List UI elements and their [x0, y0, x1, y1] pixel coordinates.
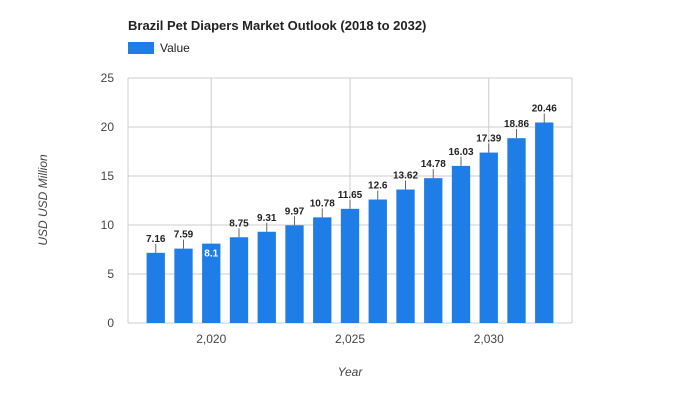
bar	[174, 248, 193, 323]
y-tick-label: 5	[107, 267, 114, 281]
data-label: 10.78	[310, 198, 335, 209]
x-tick-label: 2,020	[196, 332, 226, 346]
bar	[507, 138, 526, 323]
data-label: 9.97	[285, 206, 305, 217]
bar	[257, 231, 276, 323]
data-label: 11.65	[338, 190, 363, 201]
data-label: 17.39	[476, 134, 501, 145]
data-label: 8.75	[229, 218, 249, 229]
y-tick-label: 0	[107, 316, 114, 330]
bar	[479, 152, 498, 323]
bar	[313, 217, 332, 323]
bar	[285, 225, 304, 323]
x-tick-label: 2,030	[474, 332, 504, 346]
data-label: 14.78	[421, 159, 446, 170]
y-tick-label: 15	[101, 169, 115, 183]
data-label: 13.62	[393, 171, 418, 182]
legend-label: Value	[160, 41, 190, 55]
data-label: 18.86	[504, 119, 529, 130]
bar	[368, 199, 387, 323]
data-label: 8.1	[204, 249, 218, 260]
data-label: 7.59	[174, 230, 194, 241]
data-label: 20.46	[532, 103, 557, 114]
bar	[451, 165, 471, 323]
y-tick-label: 20	[101, 120, 115, 134]
bar	[146, 252, 165, 323]
bar	[229, 237, 249, 323]
x-tick-label: 2,025	[335, 332, 365, 346]
bar	[396, 189, 415, 323]
legend-swatch	[128, 42, 154, 54]
data-label: 9.31	[257, 213, 277, 224]
y-tick-label: 25	[101, 71, 115, 85]
bar	[424, 178, 443, 323]
bar	[340, 208, 360, 323]
data-label: 16.03	[448, 147, 473, 158]
data-label: 7.16	[146, 234, 166, 245]
chart-title: Brazil Pet Diapers Market Outlook (2018 …	[128, 18, 427, 33]
x-axis-label: Year	[337, 365, 363, 379]
bar	[535, 122, 554, 323]
legend: Value	[128, 41, 190, 55]
data-label: 12.6	[368, 181, 388, 192]
bar	[202, 243, 221, 323]
y-tick-label: 10	[101, 218, 115, 232]
